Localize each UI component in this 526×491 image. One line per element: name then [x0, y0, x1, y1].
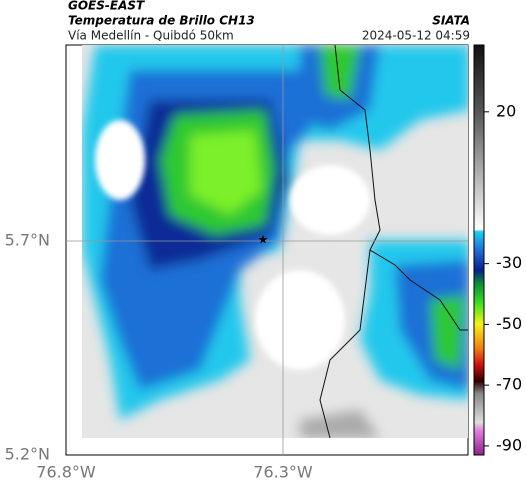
colorbar-ticks: 20 -30 -50 -70 -90 [484, 101, 522, 454]
lat-label: 5.2°N [5, 445, 50, 464]
subtitle: Vía Medellín - Quibdó 50km [68, 29, 234, 43]
colorbar-tick-label: 20 [496, 101, 516, 120]
lat-label: 5.7°N [5, 231, 50, 250]
lon-label: 76.3°W [253, 463, 313, 482]
colorbar-tick-label: -70 [496, 375, 522, 394]
agency: SIATA [432, 14, 470, 28]
border-line [319, 45, 468, 438]
location-marker: ★ [258, 233, 269, 247]
timestamp: 2024-05-12 04:59 [362, 29, 470, 43]
title: Temperatura de Brillo CH13 [68, 14, 255, 28]
colorbar-tick-label: -50 [496, 314, 522, 333]
colorbar-tick-label: -30 [496, 253, 522, 272]
satellite-image [82, 45, 468, 438]
colorbar [473, 44, 485, 456]
lon-label: 76.8°W [36, 463, 96, 482]
source: GOES-EAST [68, 0, 145, 13]
colorbar-tick-label: -90 [496, 435, 522, 454]
